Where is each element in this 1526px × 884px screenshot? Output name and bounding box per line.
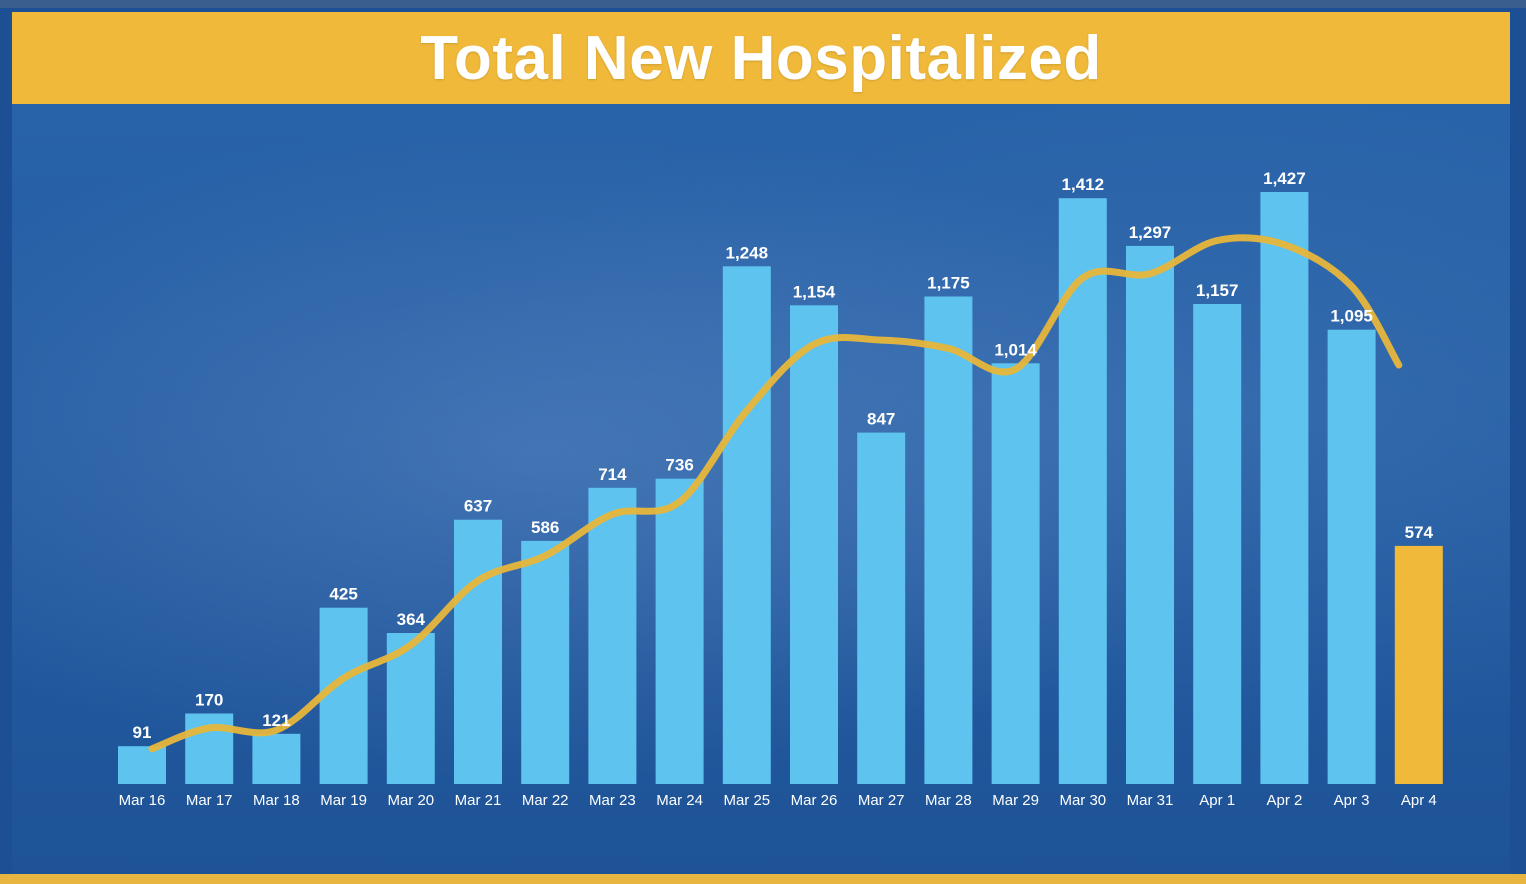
- bar-mar-18: [252, 733, 301, 784]
- value-label: 637: [464, 497, 492, 516]
- x-tick-label: Mar 29: [992, 792, 1039, 809]
- x-tick-label: Mar 21: [455, 792, 502, 809]
- value-label: 586: [531, 518, 559, 537]
- bottom-strip: [0, 874, 1526, 884]
- x-tick-label: Mar 23: [589, 792, 636, 809]
- value-label: 1,412: [1062, 175, 1105, 194]
- x-tick-label: Mar 19: [320, 792, 367, 809]
- value-label: 1,157: [1196, 281, 1239, 300]
- x-tick-label: Mar 22: [522, 792, 569, 809]
- value-label: 170: [195, 691, 223, 710]
- x-tick-label: Mar 27: [858, 792, 905, 809]
- value-label: 364: [397, 610, 426, 629]
- x-tick-label: Apr 1: [1199, 792, 1235, 809]
- value-label: 1,175: [927, 274, 970, 293]
- x-tick-label: Mar 31: [1127, 792, 1174, 809]
- x-tick-label: Mar 28: [925, 792, 972, 809]
- value-label: 121: [262, 711, 290, 730]
- value-label: 1,154: [793, 282, 836, 301]
- top-edge-line: [0, 0, 1526, 8]
- bar-mar-26: [790, 305, 838, 784]
- bar-mar-22: [521, 540, 570, 784]
- trend-line: [148, 234, 1403, 753]
- value-label: 736: [665, 456, 693, 475]
- x-tick-label: Mar 16: [119, 792, 166, 809]
- chart-title: Total New Hospitalized: [420, 23, 1102, 93]
- bar-apr-3: [1327, 329, 1376, 784]
- bar-mar-17: [185, 713, 234, 784]
- x-tick-label: Mar 20: [387, 792, 434, 809]
- value-label: 1,095: [1330, 307, 1373, 326]
- bar-mar-29: [991, 363, 1040, 784]
- bar-mar-24: [655, 478, 704, 784]
- value-label: 714: [598, 465, 627, 484]
- x-tick-label: Mar 30: [1059, 792, 1106, 809]
- value-label: 425: [329, 585, 357, 604]
- bar-mar-27: [857, 432, 906, 784]
- x-tick-label: Mar 18: [253, 792, 300, 809]
- bar-apr-4: [1394, 545, 1443, 784]
- bar-mar-28: [924, 296, 973, 784]
- value-label: 1,014: [994, 340, 1037, 359]
- value-label: 1,248: [726, 243, 769, 262]
- bar-mar-25: [722, 266, 771, 784]
- bar-mar-21: [454, 519, 502, 784]
- x-tick-label: Mar 25: [723, 792, 770, 809]
- x-tick-label: Apr 4: [1401, 792, 1437, 809]
- x-tick-label: Mar 17: [186, 792, 233, 809]
- x-tick-label: Mar 26: [791, 792, 838, 809]
- x-tick-label: Apr 3: [1334, 792, 1370, 809]
- bar-mar-30: [1058, 198, 1107, 784]
- bar-apr-2: [1260, 192, 1309, 784]
- bar-mar-16: [118, 746, 166, 784]
- bar-mar-19: [319, 607, 368, 784]
- bar-apr-1: [1193, 304, 1242, 784]
- value-label: 574: [1405, 523, 1434, 542]
- x-tick-label: Apr 2: [1266, 792, 1302, 809]
- bar-mar-31: [1126, 245, 1174, 784]
- bar-mar-23: [588, 487, 637, 784]
- value-label: 847: [867, 410, 895, 429]
- value-label: 1,297: [1129, 223, 1172, 242]
- value-label: 1,427: [1263, 169, 1306, 188]
- x-tick-label: Mar 24: [656, 792, 703, 809]
- title-bar: Total New Hospitalized: [12, 12, 1510, 104]
- value-label: 91: [133, 723, 152, 742]
